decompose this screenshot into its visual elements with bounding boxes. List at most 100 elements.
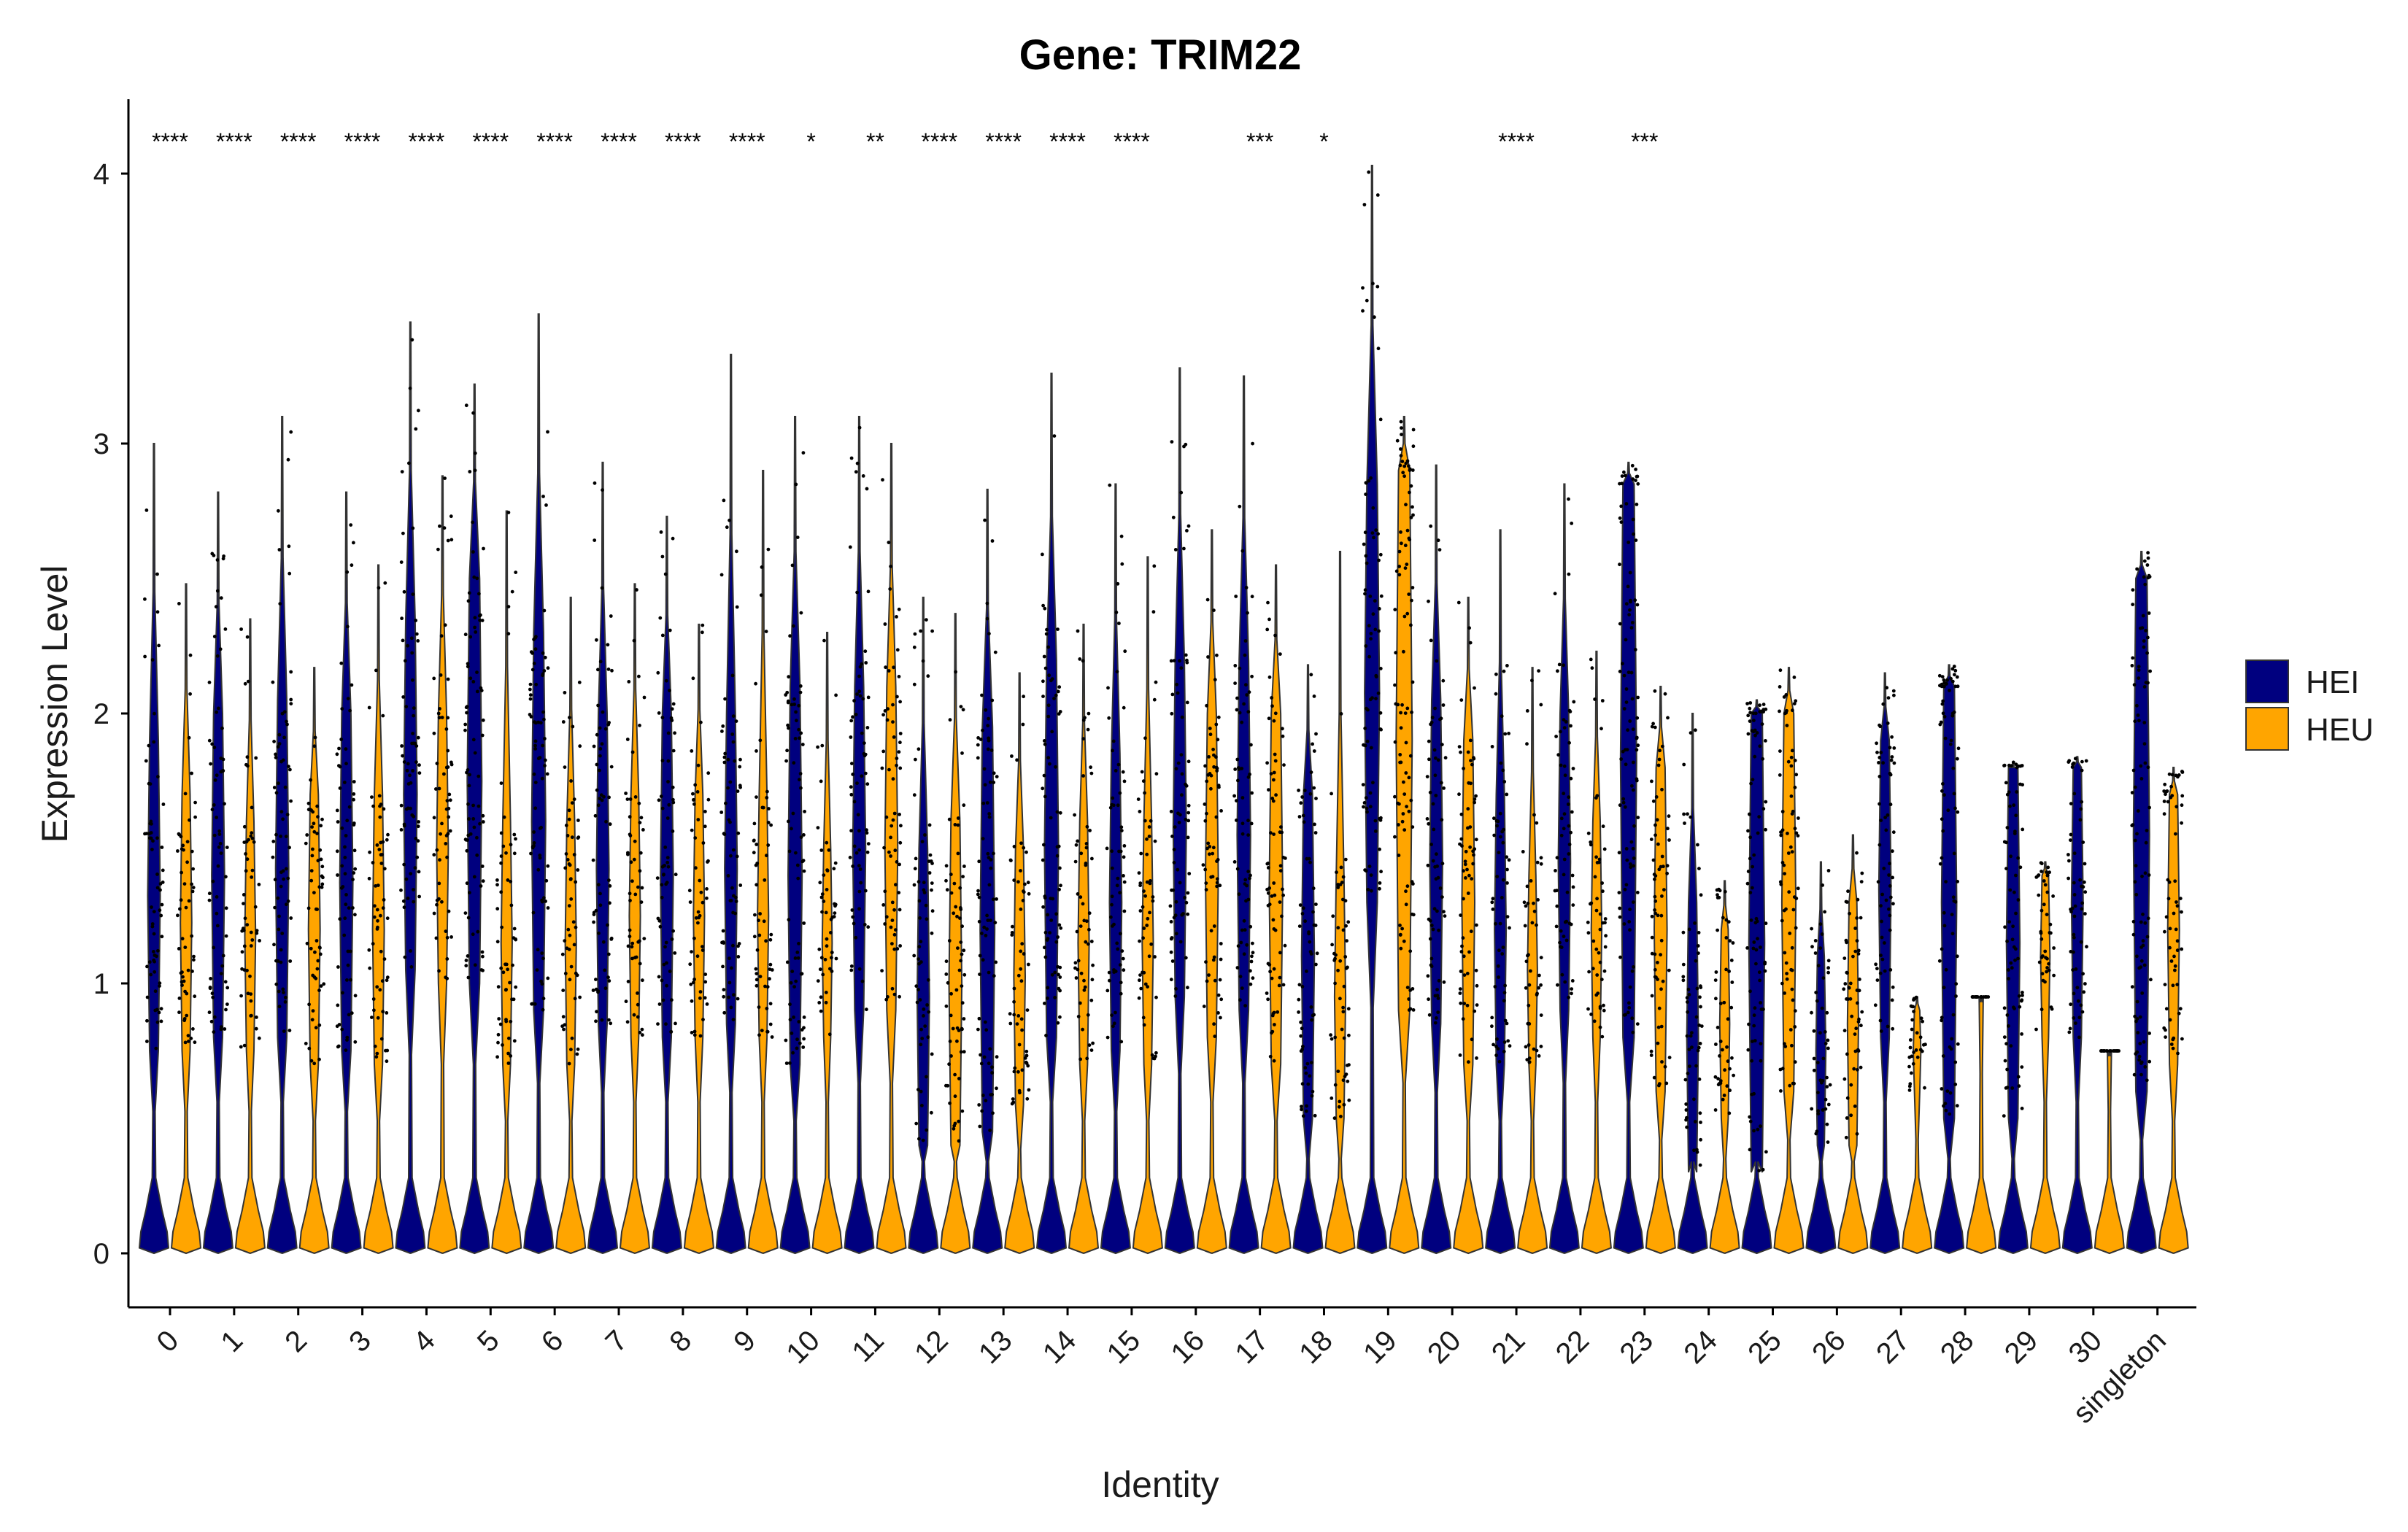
data-point xyxy=(378,988,382,992)
data-point xyxy=(1278,869,1283,873)
data-point xyxy=(1399,946,1403,951)
data-point xyxy=(1490,1015,1494,1020)
data-point xyxy=(1042,654,1046,659)
data-point xyxy=(471,520,474,525)
data-point xyxy=(857,864,861,867)
data-point xyxy=(546,666,550,670)
data-point xyxy=(148,782,153,786)
data-point xyxy=(736,789,740,793)
data-point xyxy=(690,999,694,1003)
data-point xyxy=(411,769,414,773)
data-point xyxy=(208,986,212,991)
data-point xyxy=(1379,594,1384,598)
data-point xyxy=(528,687,532,692)
data-point xyxy=(546,906,550,910)
data-point xyxy=(892,811,897,816)
data-point xyxy=(1650,724,1654,729)
x-tick-label-23: 23 xyxy=(1614,1324,1660,1370)
data-point xyxy=(768,977,771,981)
data-point xyxy=(1907,1088,1912,1092)
data-point xyxy=(467,817,471,821)
data-point xyxy=(2177,773,2181,777)
data-point xyxy=(336,873,339,877)
data-point xyxy=(1789,794,1794,798)
data-point xyxy=(538,827,542,830)
data-point xyxy=(1393,835,1397,839)
data-point xyxy=(446,538,450,543)
data-point xyxy=(1595,794,1599,798)
data-point xyxy=(1812,1029,1816,1033)
data-point xyxy=(446,677,450,681)
data-point xyxy=(242,840,247,844)
data-point xyxy=(466,916,471,920)
data-point xyxy=(1851,954,1855,959)
data-point xyxy=(1243,653,1247,657)
data-point xyxy=(865,726,870,730)
data-point xyxy=(2142,645,2146,649)
data-point xyxy=(790,1032,794,1035)
data-point xyxy=(1398,760,1402,765)
data-point xyxy=(1660,854,1664,859)
data-point xyxy=(1330,792,1333,796)
data-point xyxy=(863,771,868,775)
data-point xyxy=(340,864,344,868)
data-point xyxy=(1363,868,1367,872)
data-point xyxy=(1632,965,1635,969)
data-point xyxy=(1624,638,1628,642)
data-point xyxy=(2004,867,2008,870)
data-point xyxy=(797,703,801,708)
data-point xyxy=(1950,667,1955,671)
data-point xyxy=(1363,588,1367,592)
violin-heu-9 xyxy=(747,470,779,1254)
data-point xyxy=(154,1046,158,1051)
data-point xyxy=(2113,1049,2117,1053)
data-point xyxy=(1888,913,1892,918)
data-point xyxy=(577,681,582,684)
data-point xyxy=(1599,978,1604,981)
data-point xyxy=(1629,840,1634,844)
data-point xyxy=(1152,697,1157,702)
data-point xyxy=(852,699,856,703)
data-point xyxy=(1118,891,1122,895)
data-point xyxy=(820,910,824,914)
data-point xyxy=(731,714,736,718)
data-point xyxy=(2178,897,2183,900)
data-point xyxy=(282,735,286,740)
data-point xyxy=(2132,683,2137,687)
data-point xyxy=(406,643,409,648)
data-point xyxy=(857,889,862,894)
data-point xyxy=(944,1004,949,1008)
data-point xyxy=(1114,769,1118,773)
data-point xyxy=(185,991,189,996)
data-point xyxy=(286,457,290,462)
data-point xyxy=(1659,864,1663,869)
data-point xyxy=(191,867,195,871)
data-point xyxy=(733,759,737,763)
data-point xyxy=(920,1037,925,1040)
data-point xyxy=(1816,1091,1820,1094)
data-point xyxy=(155,836,159,840)
data-point xyxy=(1088,829,1092,832)
data-point xyxy=(1591,967,1595,971)
data-point xyxy=(1759,945,1762,949)
data-point xyxy=(1341,897,1345,902)
data-point xyxy=(144,508,149,512)
data-point xyxy=(1377,629,1381,633)
data-point xyxy=(219,757,223,760)
data-point xyxy=(160,846,164,849)
data-point xyxy=(2048,922,2053,926)
data-point xyxy=(1464,876,1467,880)
data-point xyxy=(149,831,153,835)
data-point xyxy=(863,923,867,926)
data-point xyxy=(959,959,963,963)
data-point xyxy=(187,735,191,740)
data-point xyxy=(1758,703,1762,708)
points-heu-18 xyxy=(1329,712,1351,1121)
legend-label-hei: HEI xyxy=(2306,665,2359,700)
data-point xyxy=(1027,962,1030,967)
data-point xyxy=(1428,937,1432,941)
data-point xyxy=(1723,1068,1727,1072)
data-point xyxy=(375,985,379,989)
data-point xyxy=(279,835,282,838)
data-point xyxy=(912,953,916,958)
